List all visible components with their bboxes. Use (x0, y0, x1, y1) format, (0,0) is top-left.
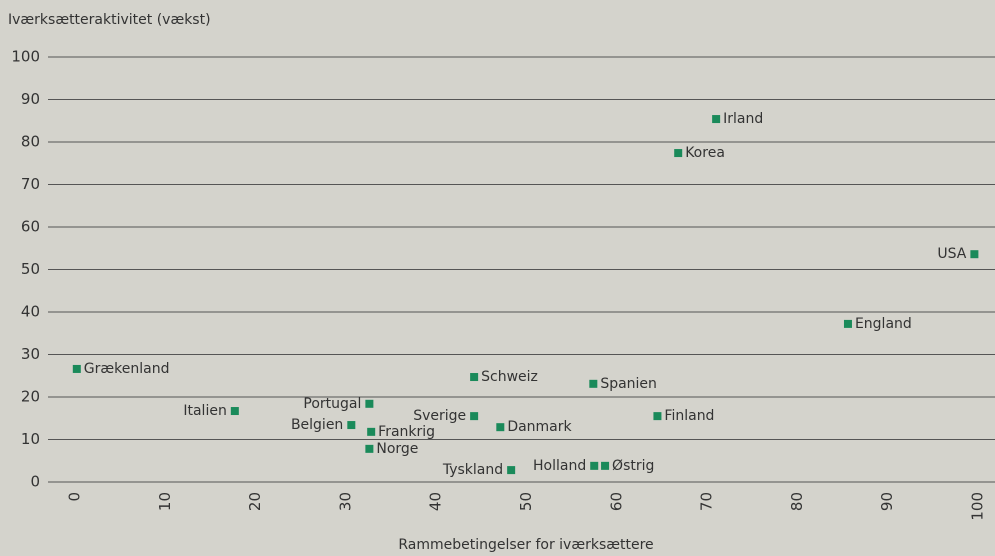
point (365, 399, 374, 408)
point-label: Italien (183, 403, 226, 419)
point (674, 149, 683, 158)
point-label: Irland (723, 111, 763, 127)
point (72, 364, 81, 373)
point-label: USA (937, 246, 966, 262)
x-tick-label: 10 (156, 492, 174, 511)
point (470, 412, 479, 421)
y-tick-label: 100 (11, 48, 40, 66)
y-tick-label: 70 (21, 175, 40, 193)
y-tick-label: 30 (21, 345, 40, 363)
x-tick-label: 80 (788, 492, 806, 511)
point-label: Portugal (303, 396, 361, 412)
x-axis-label: Rammebetingelser for iværksættere (398, 537, 653, 553)
point-label: Danmark (507, 419, 572, 435)
point-label: Holland (533, 458, 586, 474)
y-tick-label: 80 (21, 133, 40, 151)
point (470, 373, 479, 382)
point-label: Frankrig (378, 424, 435, 440)
point-label: Finland (664, 408, 714, 424)
x-tick-label: 50 (517, 492, 535, 511)
y-tick-label: 90 (21, 90, 40, 108)
point (507, 466, 516, 475)
point-label: England (855, 316, 912, 332)
point-label: Korea (685, 145, 725, 161)
y-tick-label: 40 (21, 303, 40, 321)
x-tick-label: 70 (698, 492, 716, 511)
point-label: Schweiz (481, 369, 538, 385)
y-tick-label: 10 (21, 430, 40, 448)
y-tick-label: 20 (21, 388, 40, 406)
point-label: Norge (376, 441, 418, 457)
point-label: Østrig (612, 458, 654, 474)
y-axis-label: Iværksætteraktivitet (vækst) (8, 12, 211, 28)
point (496, 423, 505, 432)
point (590, 461, 599, 470)
x-tick-label: 100 (969, 492, 987, 521)
point (970, 250, 979, 259)
point-label: Belgien (291, 417, 343, 433)
x-tick-label: 60 (607, 492, 625, 511)
point (347, 421, 356, 430)
point (367, 427, 376, 436)
y-tick-label: 50 (21, 260, 40, 278)
x-tick-label: 30 (336, 492, 354, 511)
x-tick-label: 90 (878, 492, 896, 511)
point (601, 461, 610, 470)
point (843, 319, 852, 328)
y-tick-label: 0 (30, 473, 40, 491)
x-tick-label: 40 (427, 492, 445, 511)
y-tick-label: 60 (21, 218, 40, 236)
x-tick-label: 0 (66, 492, 84, 502)
point (653, 412, 662, 421)
point (230, 407, 239, 416)
point-label: Grækenland (84, 361, 170, 377)
point-label: Tyskland (442, 462, 503, 478)
point (712, 115, 721, 124)
point-label: Sverige (413, 408, 466, 424)
point (589, 379, 598, 388)
x-tick-label: 20 (246, 492, 264, 511)
point (365, 444, 374, 453)
point-label: Spanien (600, 376, 657, 392)
